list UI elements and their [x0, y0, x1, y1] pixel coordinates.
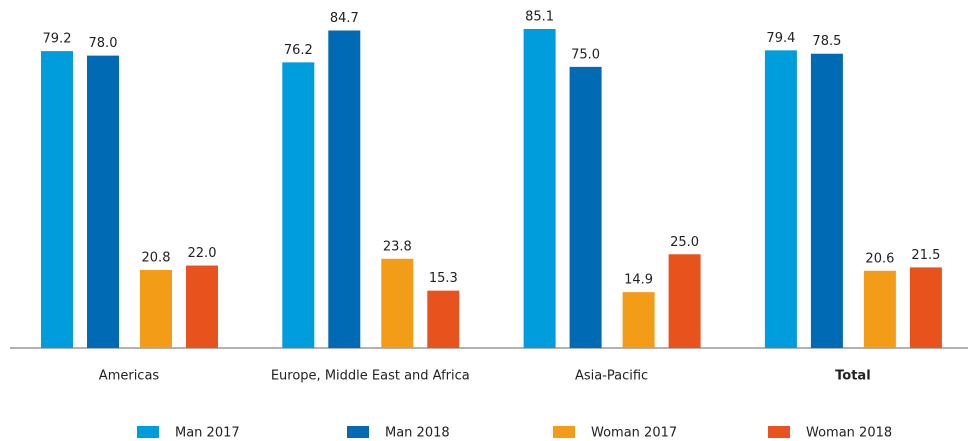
value-label: 20.6	[865, 251, 894, 266]
value-label: 79.2	[43, 32, 72, 47]
x-tick-label: Asia-Pacific	[575, 369, 648, 384]
bar	[87, 55, 119, 349]
bar	[328, 30, 361, 348]
bar	[282, 62, 315, 348]
value-label: 75.0	[571, 47, 600, 62]
bar	[523, 29, 556, 348]
value-label: 76.2	[284, 43, 313, 58]
value-label: 85.1	[525, 10, 554, 25]
legend-label: Woman 2018	[806, 426, 892, 441]
legend-swatch	[137, 426, 159, 438]
x-tick-label: Total	[835, 369, 871, 384]
bar	[41, 51, 73, 348]
value-label: 14.9	[624, 273, 653, 288]
bar	[810, 53, 843, 349]
value-label: 22.0	[188, 246, 217, 261]
bar	[569, 66, 602, 348]
value-label: 15.3	[429, 271, 458, 286]
bar	[909, 267, 942, 348]
bar	[140, 270, 172, 348]
value-label: 78.0	[89, 36, 118, 51]
value-label: 23.8	[383, 239, 412, 254]
value-label: 78.5	[812, 34, 841, 49]
x-tick-label: Europe, Middle East and Africa	[271, 369, 470, 384]
bar	[764, 50, 797, 348]
value-label: 25.0	[670, 235, 699, 250]
value-label: 84.7	[330, 11, 359, 26]
legend-label: Man 2018	[385, 426, 450, 441]
bar	[381, 258, 414, 348]
legend-label: Woman 2017	[591, 426, 677, 441]
bar	[427, 290, 460, 348]
value-label: 21.5	[911, 248, 940, 263]
legend-swatch	[347, 426, 369, 438]
x-tick-label: Americas	[99, 369, 160, 384]
value-label: 20.8	[142, 251, 171, 266]
bar	[186, 265, 218, 348]
bar	[863, 270, 896, 348]
legend-swatch	[768, 426, 790, 438]
value-label: 79.4	[766, 31, 795, 46]
bar	[622, 292, 655, 348]
legend-label: Man 2017	[175, 426, 240, 441]
legend-swatch	[553, 426, 575, 438]
bar	[668, 254, 701, 348]
